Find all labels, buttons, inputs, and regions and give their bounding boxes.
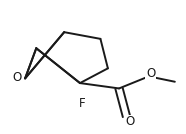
- Text: F: F: [78, 97, 85, 110]
- Text: O: O: [146, 67, 155, 80]
- Text: O: O: [12, 71, 21, 84]
- Text: O: O: [126, 115, 135, 129]
